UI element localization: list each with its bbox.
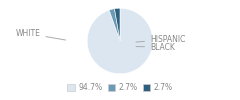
Wedge shape (109, 9, 120, 41)
Text: WHITE: WHITE (16, 29, 66, 40)
Legend: 94.7%, 2.7%, 2.7%: 94.7%, 2.7%, 2.7% (64, 80, 176, 95)
Text: HISPANIC: HISPANIC (136, 35, 185, 44)
Text: BLACK: BLACK (136, 42, 175, 52)
Wedge shape (114, 8, 120, 41)
Wedge shape (87, 8, 153, 74)
